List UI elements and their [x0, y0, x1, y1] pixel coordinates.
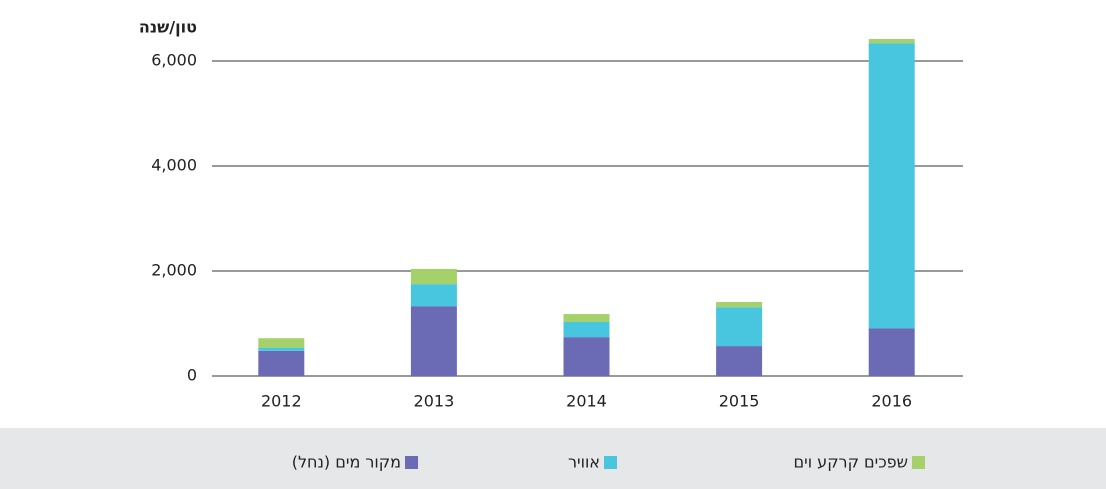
- legend-swatch: [604, 456, 617, 469]
- bar-segment: [563, 337, 610, 376]
- bar-segment: [868, 328, 915, 376]
- legend-background: [0, 428, 1106, 489]
- y-tick-label: 4,000: [151, 156, 197, 175]
- legend-label: מקור מים (נחל): [292, 453, 401, 472]
- bar-segment: [868, 43, 915, 329]
- y-tick-label: 0: [187, 366, 197, 385]
- bar-segment: [563, 321, 610, 338]
- bar-segment: [563, 314, 610, 322]
- legend-swatch: [912, 456, 925, 469]
- x-tick-label: 2015: [719, 392, 760, 411]
- bar-segment: [716, 346, 763, 376]
- x-tick-label: 2012: [261, 392, 302, 411]
- y-tick-label: 2,000: [151, 261, 197, 280]
- bar-segment: [868, 38, 915, 44]
- bar-segment: [258, 350, 305, 376]
- x-tick-label: 2016: [871, 392, 912, 411]
- y-axis-title: טון/שנה: [139, 18, 197, 37]
- legend-label: אוויר: [568, 453, 600, 472]
- bar-segment: [410, 306, 457, 376]
- bar-segment: [716, 301, 763, 308]
- x-tick-label: 2013: [414, 392, 455, 411]
- bar-segment: [258, 347, 305, 351]
- bar-segment: [410, 268, 457, 285]
- legend-label: שפכים קרקע וים: [794, 453, 908, 472]
- x-tick-label: 2014: [566, 392, 607, 411]
- bar-segment: [716, 307, 763, 347]
- legend-swatch: [405, 456, 418, 469]
- y-tick-label: 6,000: [151, 51, 197, 70]
- bar-segment: [410, 284, 457, 307]
- bar-segment: [258, 338, 305, 348]
